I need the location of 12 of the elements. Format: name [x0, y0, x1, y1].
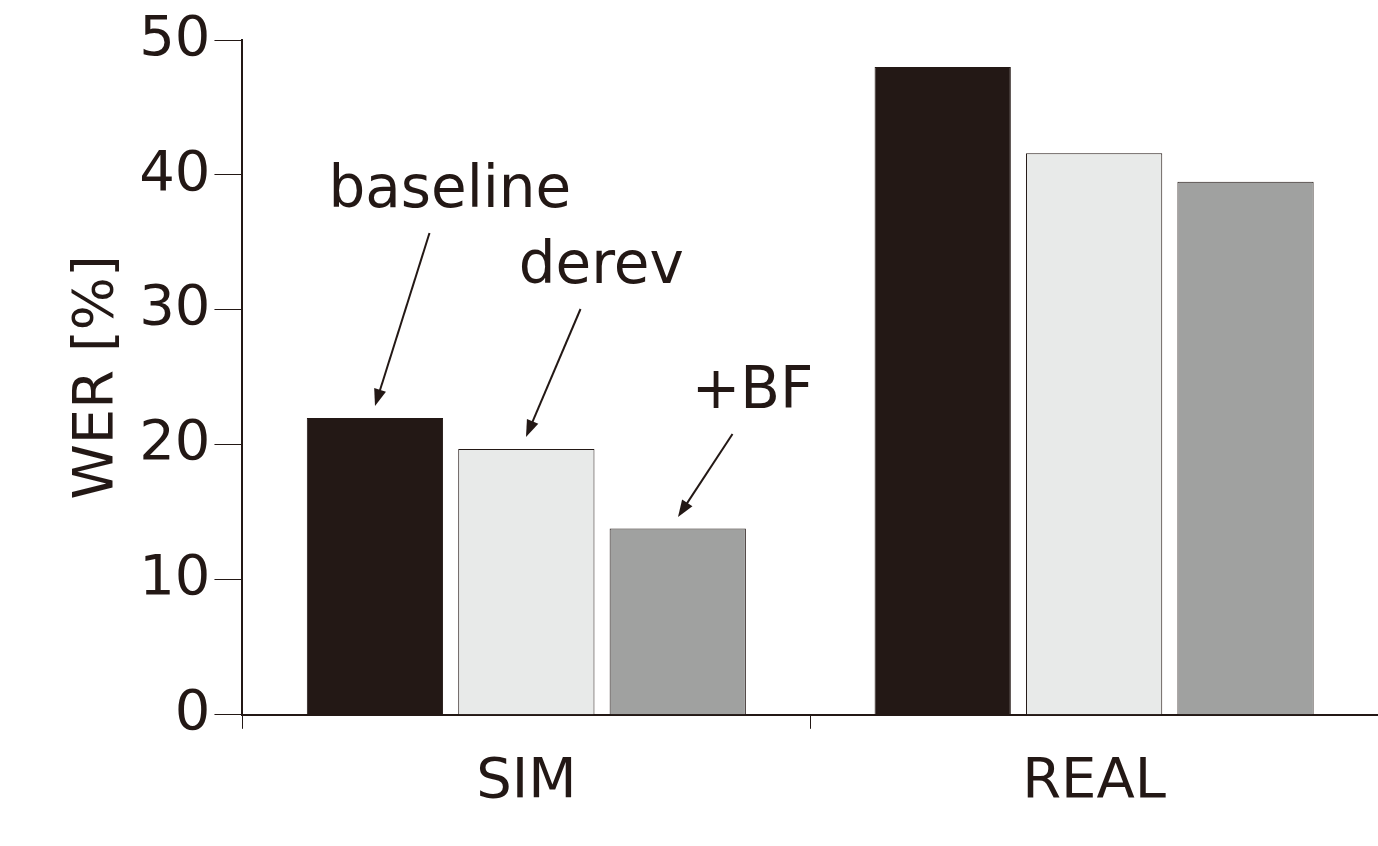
x-tick-label: SIM — [476, 744, 577, 810]
y-tick-label: 40 — [139, 137, 211, 203]
y-tick-label: 20 — [139, 407, 211, 473]
y-tick-label: 30 — [139, 272, 211, 338]
annotation: +BF — [691, 353, 814, 422]
y-axis-title: WER [%] — [60, 255, 126, 500]
y-tick-label: 50 — [139, 2, 211, 68]
y-tick-label: 0 — [174, 677, 211, 743]
y-tick-label: 10 — [139, 542, 211, 608]
annotation: derev — [518, 228, 684, 297]
x-tick-label: REAL — [1022, 744, 1167, 810]
annotation: baseline — [328, 152, 572, 221]
